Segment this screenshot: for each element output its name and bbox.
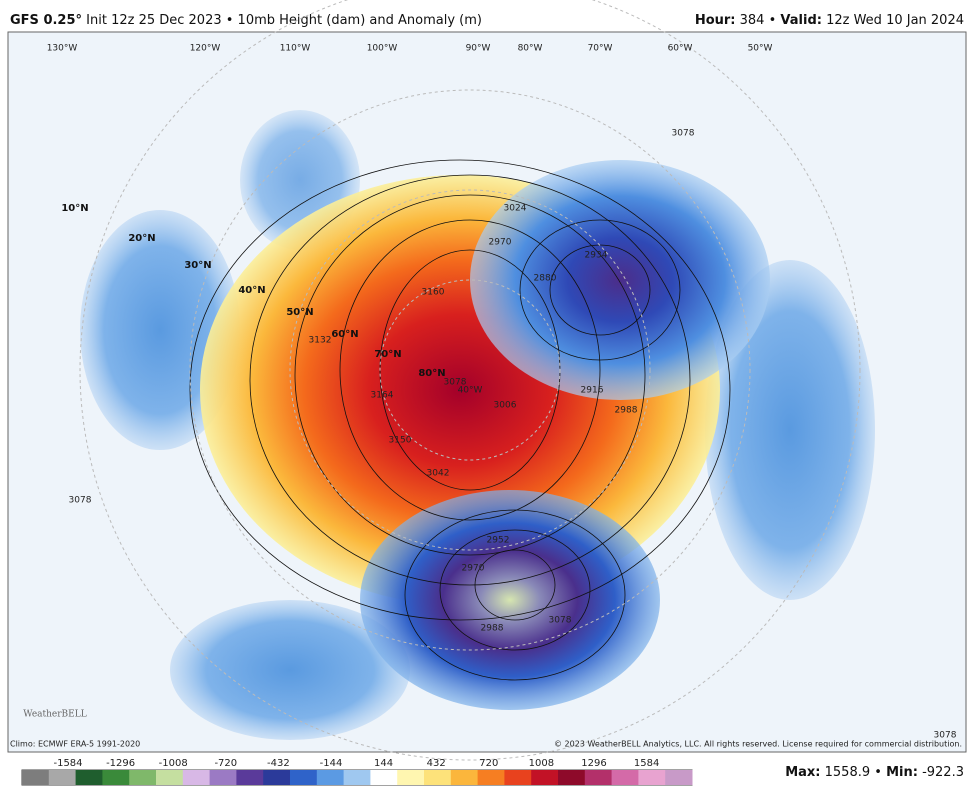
colorbar-label: -1008: [159, 758, 188, 769]
hour-label: Hour:: [695, 13, 736, 28]
copyright: © 2023 WeatherBELL Analytics, LLC. All r…: [554, 740, 962, 749]
longitude-label: 80°W: [518, 44, 543, 54]
colorbar-swatch: [611, 770, 639, 785]
contour-label: 3078: [672, 129, 695, 139]
contour-label: 3078: [69, 496, 92, 506]
colorbar-label: -1296: [106, 758, 135, 769]
latitude-label: 20°N: [128, 233, 155, 244]
colorbar-swatch: [665, 770, 693, 785]
max: 1558.9 •: [825, 765, 882, 780]
header-right: Hour: 384 • Valid: 12z Wed 10 Jan 2024: [695, 13, 964, 28]
colorbar-swatch: [75, 770, 103, 785]
max-min: Max: 1558.9 • Min: -922.3: [785, 765, 964, 780]
contour-label: 3078: [444, 378, 467, 388]
longitude-label: 60°W: [668, 44, 693, 54]
valid-label: Valid:: [780, 13, 822, 28]
colorbar-swatch: [477, 770, 505, 785]
latitude-label: 10°N: [61, 203, 88, 214]
longitude-label: 110°W: [280, 44, 311, 54]
colorbar-label: 144: [374, 758, 393, 769]
anomaly-low: [170, 600, 410, 740]
contour-label: 2952: [487, 536, 510, 546]
longitude-label: 90°W: [466, 44, 491, 54]
contour-label: 3024: [504, 204, 527, 214]
colorbar-swatch: [316, 770, 345, 785]
longitude-label: 130°W: [47, 44, 78, 54]
colorbar-label: 1008: [529, 758, 554, 769]
latitude-label: 50°N: [286, 307, 313, 318]
contour-label: 2880: [534, 274, 557, 284]
colorbar-label: -144: [320, 758, 343, 769]
colorbar-swatch: [397, 770, 425, 785]
contour-label: 3042: [427, 469, 450, 479]
colorbar-swatch: [558, 770, 586, 785]
anomaly-low: [360, 490, 660, 710]
colorbar-swatch: [48, 770, 77, 785]
colorbar-swatch: [156, 770, 184, 785]
colorbar-swatch: [263, 770, 291, 785]
anomaly-low: [705, 260, 875, 600]
colorbar-swatch: [22, 770, 50, 785]
contour-label: 3132: [309, 336, 332, 346]
colorbar-swatch: [638, 770, 666, 785]
anomaly-low: [470, 160, 770, 400]
contour-label: 2988: [481, 624, 504, 634]
contour-label: 2916: [581, 386, 604, 396]
longitude-label: 120°W: [190, 44, 221, 54]
contour-label: 3006: [494, 401, 517, 411]
longitude-label: 100°W: [367, 44, 398, 54]
hour: 384 •: [740, 13, 777, 28]
colorbar-swatch: [370, 770, 398, 785]
max-label: Max:: [785, 765, 820, 780]
min: -922.3: [922, 765, 964, 780]
latitude-label: 30°N: [184, 260, 211, 271]
colorbar-label: 432: [427, 758, 446, 769]
colorbar-swatch: [102, 770, 130, 785]
header-left: GFS 0.25° Init 12z 25 Dec 2023 • 10mb He…: [10, 13, 482, 28]
latitude-label: 60°N: [331, 329, 358, 340]
colorbar-label: -720: [214, 758, 237, 769]
colorbar-swatch: [531, 770, 559, 785]
contour-label: 3164: [371, 391, 394, 401]
latitude-label: 70°N: [374, 349, 401, 360]
latitude-label: 40°N: [238, 285, 265, 296]
colorbar-swatch: [129, 770, 157, 785]
contour-label: 2934: [585, 251, 608, 261]
valid: 12z Wed 10 Jan 2024: [826, 13, 964, 28]
contour-label: 2970: [489, 238, 512, 248]
latitude-label: 80°N: [418, 368, 445, 379]
contour-label: 3078: [549, 616, 572, 626]
longitude-label: 40°W: [458, 386, 483, 396]
colorbar-swatch: [424, 770, 452, 785]
colorbar-swatch: [450, 770, 479, 785]
contour-label: 2988: [615, 406, 638, 416]
colorbar-swatch: [504, 770, 532, 785]
colorbar-swatch: [343, 770, 371, 785]
contour-label: 3078: [934, 731, 957, 741]
colorbar-swatch: [182, 770, 211, 785]
contour-label: 2970: [462, 564, 485, 574]
logo: WeatherBELL: [23, 710, 86, 720]
graticule: [79, 0, 861, 761]
longitude-label: 70°W: [588, 44, 613, 54]
colorbar-label: 720: [479, 758, 498, 769]
colorbar-swatch: [209, 770, 237, 785]
colorbar-label: -1584: [53, 758, 82, 769]
colorbar-swatch: [584, 770, 613, 785]
colorbar-swatch: [236, 770, 264, 785]
colorbar-label: 1584: [634, 758, 659, 769]
colorbar-swatch: [290, 770, 318, 785]
colorbar-label: -432: [267, 758, 290, 769]
run: Init 12z 25 Dec 2023 • 10mb Height (dam)…: [86, 13, 482, 28]
colorbar-label: 1296: [581, 758, 606, 769]
longitude-label: 50°W: [748, 44, 773, 54]
climo: Climo: ECMWF ERA-5 1991-2020: [10, 740, 140, 749]
contour-label: 3160: [422, 288, 445, 298]
map: 10°N 20°N 30°N 40°N 50°N 60°N 70°N 80°N 130°W 120…: [7, 0, 967, 761]
model: GFS 0.25°: [10, 13, 82, 28]
contour-label: 3150: [389, 436, 412, 446]
min-label: Min:: [886, 765, 918, 780]
